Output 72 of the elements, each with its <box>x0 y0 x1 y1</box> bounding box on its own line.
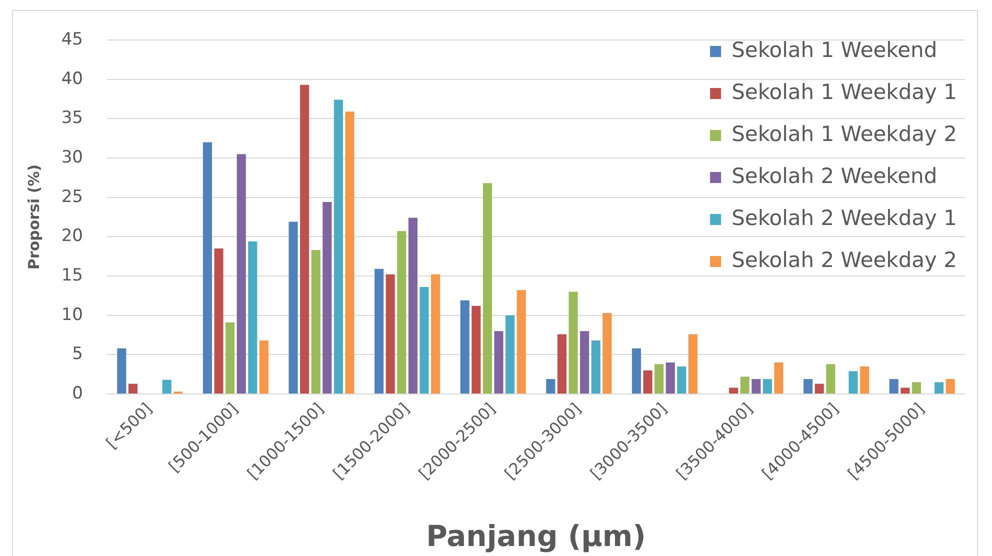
y-tick-label: 25 <box>61 186 83 207</box>
bar <box>236 154 246 394</box>
bar <box>311 250 320 394</box>
legend-label: Sekolah 2 Weekday 1 <box>732 206 958 230</box>
bar <box>729 388 738 394</box>
bar <box>226 322 235 394</box>
bar <box>591 340 600 394</box>
bar <box>677 366 686 394</box>
bar <box>322 202 332 394</box>
bar <box>472 306 481 394</box>
legend-label: Sekolah 1 Weekday 2 <box>732 122 958 146</box>
bar <box>826 364 836 394</box>
bar <box>460 300 470 394</box>
bar <box>804 379 813 394</box>
bar <box>345 112 354 394</box>
bar <box>288 222 298 394</box>
bar <box>259 340 268 394</box>
bar <box>762 379 772 394</box>
y-tick-label: 45 <box>61 29 83 50</box>
bar <box>654 364 664 394</box>
bar <box>408 218 418 394</box>
bar <box>494 331 504 394</box>
bar <box>602 312 612 394</box>
legend-label: Sekolah 2 Weekday 2 <box>732 248 958 272</box>
bar <box>516 290 526 394</box>
bar <box>946 379 955 394</box>
legend-label: Sekolah 1 Weekday 1 <box>732 80 958 104</box>
y-tick-label: 15 <box>61 265 83 286</box>
bar <box>848 371 858 394</box>
bar <box>632 348 641 394</box>
bar <box>860 366 870 394</box>
bar <box>752 379 761 394</box>
bar <box>431 274 440 394</box>
bar <box>900 388 910 394</box>
x-axis-title: Panjang (µm) <box>426 519 646 554</box>
bar <box>546 379 556 394</box>
bar <box>774 362 784 394</box>
y-tick-label: 0 <box>72 383 83 404</box>
bar <box>688 334 698 394</box>
bar <box>117 348 126 394</box>
bar <box>300 84 310 394</box>
bar <box>814 384 824 394</box>
y-tick-label: 40 <box>61 68 83 89</box>
y-axis-title: Proporsi (%) <box>24 164 43 270</box>
legend-label: Sekolah 1 Weekend <box>732 38 938 62</box>
bar <box>162 380 172 394</box>
bar <box>889 379 898 394</box>
bar <box>248 241 258 394</box>
legend-label: Sekolah 2 Weekend <box>732 164 938 188</box>
bar <box>740 376 750 394</box>
bar <box>334 100 343 394</box>
bar <box>643 370 652 394</box>
bar <box>506 315 515 394</box>
bar <box>214 248 224 394</box>
bar <box>580 331 590 394</box>
bar <box>912 382 921 394</box>
bar <box>374 268 384 394</box>
bar <box>420 287 429 394</box>
y-tick-label: 20 <box>61 226 83 246</box>
bar <box>482 183 492 394</box>
bar <box>386 274 395 394</box>
y-tick-label: 5 <box>72 344 83 364</box>
bar <box>934 382 944 394</box>
bar <box>128 384 138 394</box>
y-tick-label: 35 <box>61 108 83 128</box>
y-tick-label: 10 <box>61 304 83 325</box>
bar <box>666 362 675 394</box>
bar <box>557 334 566 394</box>
y-tick-label: 30 <box>61 147 83 168</box>
bar <box>202 142 212 394</box>
bar <box>397 231 406 394</box>
bar <box>568 292 578 394</box>
